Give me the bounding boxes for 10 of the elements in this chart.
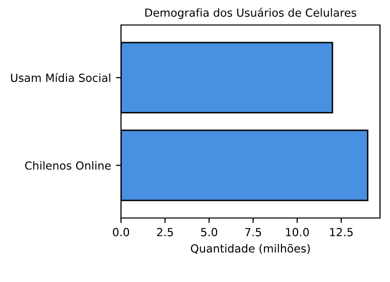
x-axis-title: Quantidade (milhões) [190, 244, 310, 254]
y-tick-label: Usam Mídia Social [11, 72, 110, 82]
x-tick-label: 5.0 [201, 228, 218, 236]
x-tick-label: 0.0 [112, 228, 130, 236]
chart-title: Demografia dos Usuários de Celulares [145, 8, 356, 19]
y-tick-label: Chilenos Online [25, 161, 111, 170]
x-tick-label: 2.5 [157, 228, 173, 236]
x-tick-label: 12.5 [330, 228, 353, 236]
x-tick-label: 7.5 [245, 228, 262, 236]
x-tick-label: 10.0 [286, 228, 309, 236]
